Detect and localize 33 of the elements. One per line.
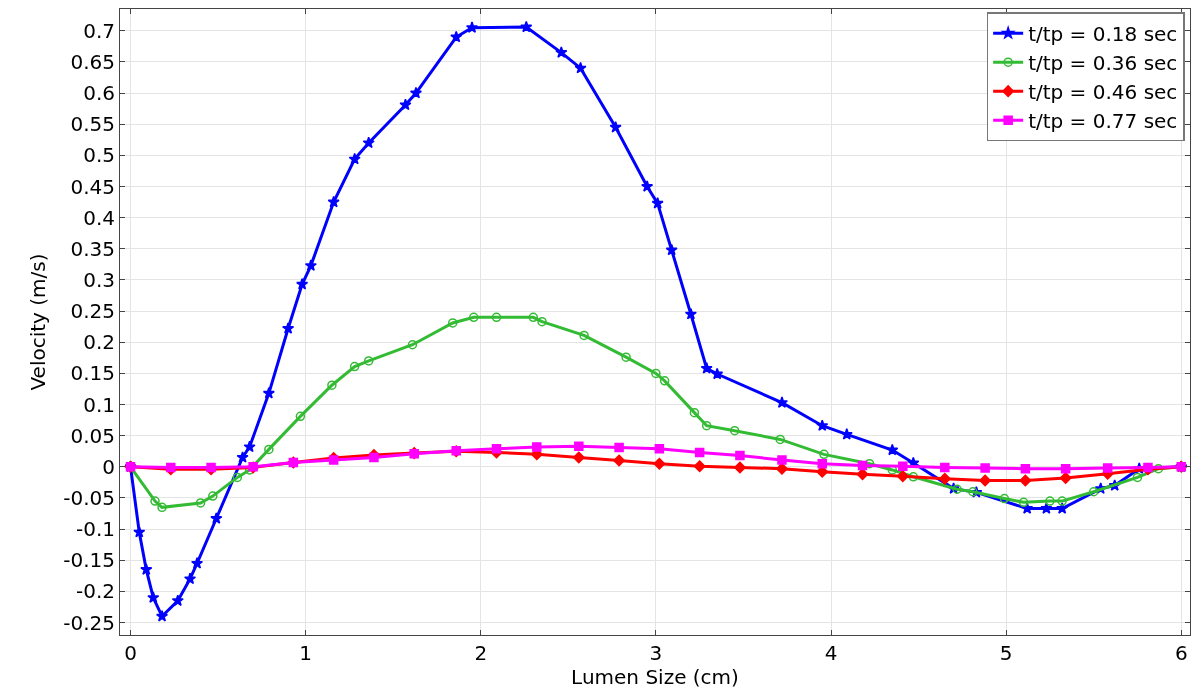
y-tick-label: -0.2 [75, 579, 115, 604]
y-tick-label: 0.1 [83, 392, 115, 417]
y-tick-label: -0.05 [63, 485, 115, 510]
y-tick-label: 0 [102, 454, 115, 479]
y-tick-label: -0.1 [75, 517, 115, 542]
y-tick-label: 0.25 [70, 299, 115, 324]
x-tick-label: 6 [1174, 641, 1188, 665]
legend-label: t/tp = 0.46 sec [1028, 79, 1178, 104]
legend-label: t/tp = 0.77 sec [1028, 108, 1178, 133]
x-axis-title: Lumen Size (cm) [571, 665, 739, 689]
y-tick-label: 0.05 [70, 423, 115, 448]
y-axis-title: Velocity (m/s) [25, 253, 50, 391]
y-tick-label: 0.35 [70, 236, 115, 261]
y-tick-label: 0.3 [83, 267, 115, 292]
legend-label: t/tp = 0.36 sec [1028, 50, 1178, 75]
y-tick-label: 0.5 [83, 143, 115, 168]
x-tick-label: 0 [124, 641, 137, 665]
x-tick-label: 2 [474, 641, 488, 665]
x-tick-label: 5 [999, 641, 1013, 665]
y-tick-label: 0.65 [70, 49, 115, 74]
y-tick-label: -0.25 [63, 610, 115, 635]
y-tick-label: 0.4 [83, 205, 115, 230]
y-tick-label: 0.55 [70, 112, 115, 137]
y-tick-label: 0.7 [83, 18, 115, 43]
y-tick-label: 0.2 [83, 330, 115, 355]
legend-label: t/tp = 0.18 sec [1028, 21, 1178, 46]
x-tick-label: 1 [299, 641, 312, 665]
x-tick-label: 4 [824, 641, 838, 665]
x-tick-label: 3 [649, 641, 663, 665]
y-tick-label: -0.15 [63, 548, 115, 573]
y-tick-label: 0.6 [83, 81, 115, 106]
y-tick-label: 0.45 [70, 174, 115, 199]
y-tick-label: 0.15 [70, 361, 115, 386]
